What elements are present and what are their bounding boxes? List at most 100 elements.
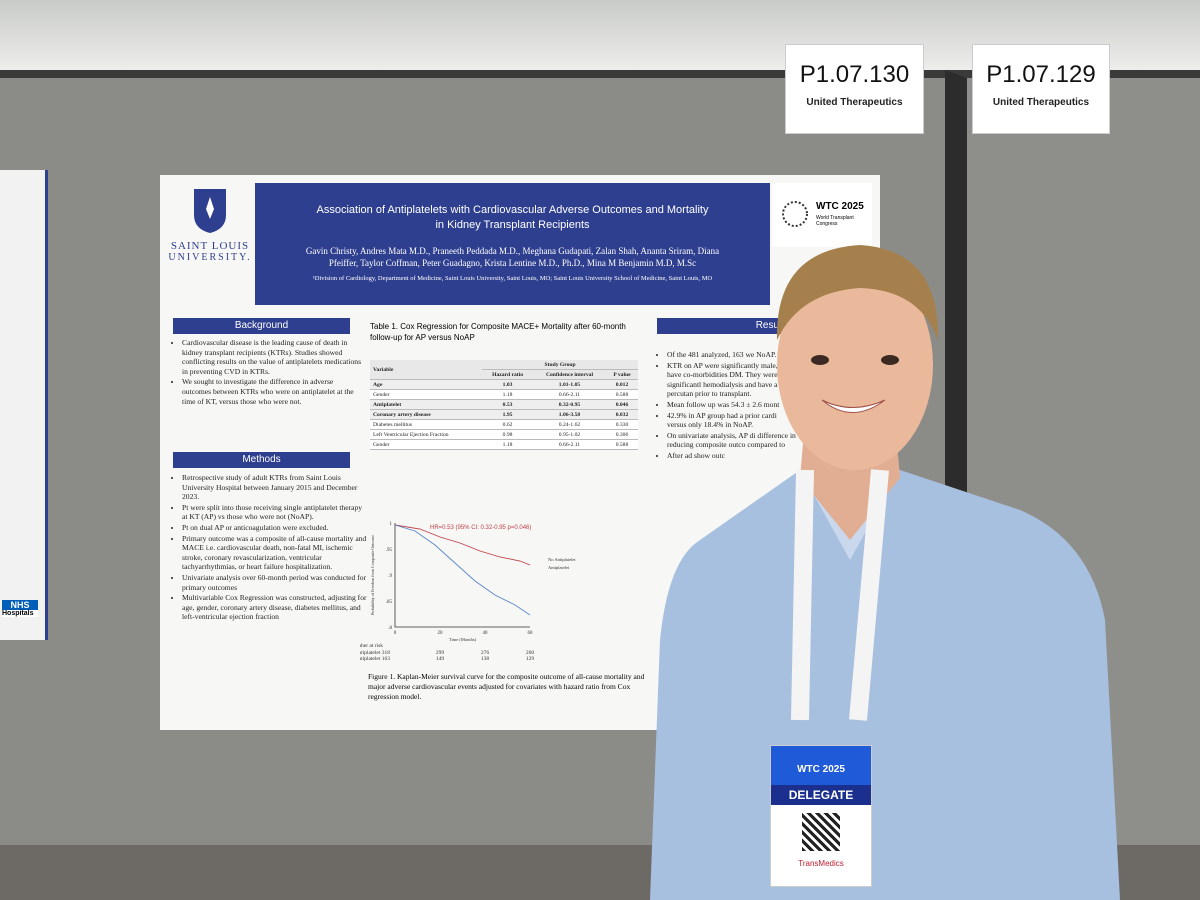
results-list: Of the 481 analyzed, 163 we NoAP.KTR on …: [657, 350, 797, 462]
poster-authors: Gavin Christy, Andres Mata M.D., Praneet…: [305, 246, 720, 268]
x-axis-label: Time (Months): [449, 637, 477, 642]
risk-cell: 149: [436, 656, 445, 662]
lanyard: [791, 469, 889, 721]
risk-title: Number at risk: [360, 643, 383, 649]
logo-shield: [194, 189, 226, 233]
risk-cell: Antiplatelet 163: [360, 656, 390, 662]
side-nhs: NHS: [2, 600, 38, 610]
eye: [881, 355, 899, 365]
table-cell: Coronary artery disease: [370, 409, 483, 420]
board-label: P1.07.130 United Therapeutics: [785, 44, 924, 134]
table-row: Left Ventricular Ejection Fraction 0.98 0.…: [370, 429, 638, 440]
board-label: P1.07.129 United Therapeutics: [972, 44, 1110, 134]
bullet: Mean follow up was 54.3 ± 2.6 mont: [667, 400, 797, 410]
table-cell: Gender: [370, 439, 483, 450]
eye: [811, 355, 829, 365]
table-cell: Age: [370, 379, 483, 390]
table-row: Hazard ratio Confidence interval P value: [370, 369, 638, 380]
table-caption: Table 1. Cox Regression for Composite MA…: [370, 322, 626, 342]
table-cell: 0.24-1.62: [532, 419, 606, 430]
y-tick-label: .85: [386, 600, 393, 605]
risk-cell: 276: [481, 650, 490, 656]
annotation: HR=0.53 (95% CI: 0.32-0.95 p=0.046): [430, 525, 531, 531]
y-tick-label: .8: [388, 626, 392, 631]
y-tick-label: .95: [386, 548, 393, 553]
y-tick-label: 1: [390, 522, 393, 527]
methods-list: Retrospective study of adult KTRs from S…: [172, 473, 367, 623]
bullet: We sought to investigate the difference …: [182, 377, 362, 406]
bullet: KTR on AP were significantly male, and h…: [667, 361, 797, 399]
table-cell: 0.98: [482, 429, 533, 440]
table-cell: 1.01-1.05: [532, 379, 606, 390]
risk-cell: 260: [526, 650, 535, 656]
badge-event: WTC 2025: [771, 746, 871, 785]
bullet: After ad show outc: [667, 451, 797, 461]
table-cell: 0.046: [605, 399, 638, 410]
side-poster: NHS Hospitals: [0, 170, 48, 640]
table-header: Study Group: [482, 360, 638, 370]
x-tick-label: 20: [438, 631, 444, 636]
risk-cell: No Antiplatelet 318: [360, 650, 390, 656]
table-row: Age 1.03 1.01-1.05 0.012: [370, 379, 638, 390]
header-band: Association of Antiplatelets with Cardio…: [255, 183, 770, 305]
label-sponsor: United Therapeutics: [992, 97, 1090, 108]
table-row: Diabetes mellitus 0.62 0.24-1.62 0.330: [370, 419, 638, 430]
x-tick-label: 40: [483, 631, 489, 636]
logo-text: UNIVERSITY.: [168, 252, 252, 263]
section-heading: Background: [173, 318, 350, 334]
legend-entry: Antiplatelet: [548, 565, 570, 570]
km-figure: 1 .95 .9 .85 .80 20 40 60 Time (Months) Probabili…: [360, 522, 576, 662]
curve: [394, 524, 531, 616]
badge-role: DELEGATE: [771, 785, 871, 805]
badge: WTC 2025 DELEGATE TransMedics: [770, 745, 872, 887]
hair: [776, 245, 939, 340]
bullet: Of the 481 analyzed, 163 we NoAP.: [667, 350, 797, 360]
x-tick-label: 60: [528, 631, 534, 636]
background-list: Cardiovascular disease is the leading ca…: [172, 338, 362, 407]
table-cell: 0.53: [482, 399, 533, 410]
table-cell: Diabetes mellitus: [370, 419, 483, 430]
table-cell: 0.330: [605, 419, 638, 430]
poster-title: Association of Antiplatelets with Cardio…: [316, 204, 709, 231]
table-row: Coronary artery disease 1.95 1.06-3.58 0.03…: [370, 409, 638, 420]
bullet: Primary outcome was a composite of all-c…: [182, 534, 367, 572]
table-cell: 1.18: [482, 439, 533, 450]
figure-caption: Figure 1. Kaplan-Meier survival curve fo…: [368, 672, 645, 701]
table-cell: Antiplatelet: [370, 399, 483, 410]
table-cell: 1.18: [482, 389, 533, 400]
shirt: [650, 470, 1120, 900]
bullet: Retrospective study of adult KTRs from S…: [182, 473, 367, 502]
poster: SAINT LOUIS UNIVERSITY. Association of A…: [160, 175, 880, 730]
label-code: P1.07.130: [799, 61, 910, 88]
poster-affiliation: ¹Division of Cardiology, Department of M…: [312, 275, 713, 282]
table-cell: 0.012: [605, 379, 638, 390]
x-tick-label: 0: [394, 631, 397, 636]
table-header: Variable: [370, 360, 483, 380]
table-cell: Gender: [370, 389, 483, 400]
bullet: Cardiovascular disease is the leading ca…: [182, 338, 362, 376]
conference-name: WTC 2025: [816, 201, 864, 212]
section-heading: Methods: [173, 452, 350, 468]
table-cell: 0.306: [605, 429, 638, 440]
bullet: 42.9% in AP group had a prior cardi vers…: [667, 411, 797, 430]
legend-entry: No Antiplatelet: [548, 557, 576, 562]
table-cell: 0.588: [605, 389, 638, 400]
table-cell: 0.66-2.11: [532, 439, 606, 450]
table-header: Hazard ratio: [482, 369, 533, 380]
table-row: Gender 1.18 0.66-2.11 0.588: [370, 389, 638, 400]
bullet: Pt were split into those receiving singl…: [182, 503, 367, 522]
risk-cell: 299: [436, 650, 445, 656]
side-logo: NHS Hospitals: [2, 600, 38, 617]
y-axis-label: Probability of Freedom from Composite Ou…: [370, 535, 375, 615]
badge-qr: [802, 813, 840, 851]
table-row: Gender 1.18 0.66-2.11 0.588: [370, 439, 638, 450]
conference-ring: [782, 201, 808, 227]
table-header: Confidence interval: [532, 369, 606, 380]
table-cell: 1.06-3.58: [532, 409, 606, 420]
table-cell: 0.66-2.11: [532, 389, 606, 400]
table-cell: 1.95: [482, 409, 533, 420]
risk-cell: 129: [526, 656, 535, 662]
conference-logo: WTC 2025 World Transplant Congress: [772, 183, 872, 247]
face: [777, 260, 933, 470]
